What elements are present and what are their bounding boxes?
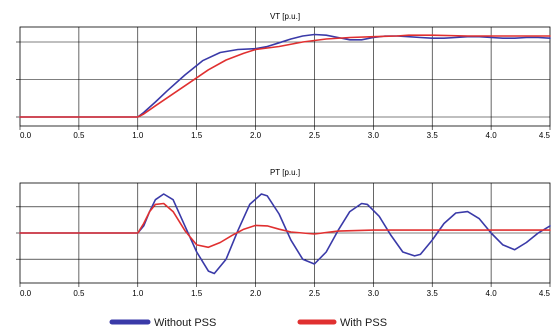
x-tick-label: 4.0 [486,131,498,140]
series-line-without-pss [19,33,551,118]
vt-chart-title: VT [p.u.] [270,12,300,21]
x-tick-label: 4.5 [539,289,551,298]
series-line-with-pss [19,202,551,249]
series-line-with-pss [19,34,551,118]
x-tick-label: 3.5 [427,289,439,298]
legend-item-with-pss: With PSS [297,317,387,329]
x-tick-label: 2.0 [250,289,262,298]
x-tick-label: 0.5 [73,289,85,298]
pt-chart: PT [p.u.] 0.0 0.5 1.0 1.5 2.0 2.5 3.0 3.5 4.0 4.5 [16,168,551,298]
x-tick-label: 1.5 [191,131,203,140]
x-tick-label: 0.0 [20,131,32,140]
x-tick-label: 1.5 [191,289,203,298]
vt-chart: VT [p.u.] 0.0 0.5 1.0 1.5 2.0 2.5 3.0 3.5 4.0 4.5 [16,12,551,140]
x-tick-label: 2.5 [309,289,321,298]
x-tick-label: 3.0 [368,131,380,140]
legend: Without PSS With PSS [109,317,387,329]
x-tick-label: 2.0 [250,131,262,140]
plot-frame [19,26,551,127]
x-tick-label: 0.5 [73,131,85,140]
legend-label-without-pss: Without PSS [154,317,216,329]
x-tick-label: 1.0 [132,289,144,298]
pt-chart-title: PT [p.u.] [270,168,300,177]
legend-item-without-pss: Without PSS [109,317,216,329]
series-line-without-pss [19,193,551,275]
x-tick-label: 2.5 [309,131,321,140]
x-tick-label: 4.0 [486,289,498,298]
x-tick-label: 0.0 [20,289,32,298]
x-tick-label: 3.5 [427,131,439,140]
x-tick-label: 1.0 [132,131,144,140]
x-tick-label: 4.5 [539,131,551,140]
legend-label-with-pss: With PSS [340,317,387,329]
x-tick-label: 3.0 [368,289,380,298]
